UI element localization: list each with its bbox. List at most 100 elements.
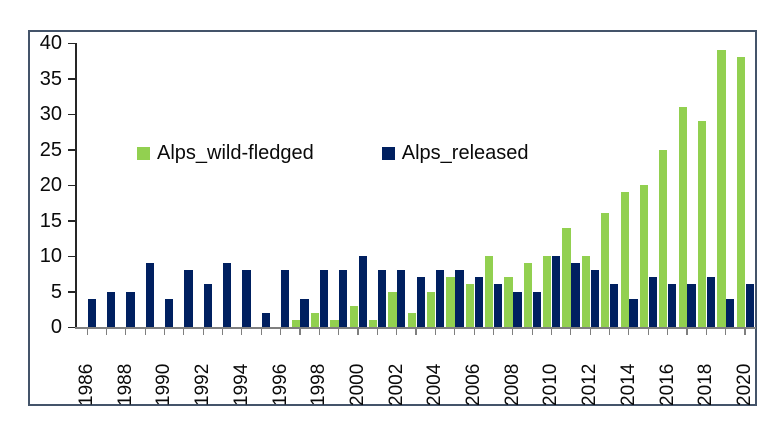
bar-released-2004 — [435, 270, 445, 327]
x-tick-2001 — [376, 329, 378, 335]
bar-wild-fledged-2004 — [427, 291, 436, 327]
x-tick-2017 — [686, 329, 688, 335]
bar-released-1988 — [126, 291, 135, 327]
bar-released-1999 — [339, 270, 348, 327]
bar-wild-fledged-2001 — [368, 319, 378, 327]
y-tick-40 — [68, 42, 75, 44]
x-tick-2000 — [357, 329, 359, 335]
bar-released-2020 — [745, 284, 754, 327]
y-tick-5 — [68, 291, 75, 293]
x-tick-2019 — [725, 329, 727, 335]
x-tick-1990 — [163, 329, 166, 335]
bar-wild-fledged-2006 — [465, 284, 474, 327]
x-tick-2007 — [492, 329, 495, 335]
bar-wild-fledged-2003 — [407, 312, 416, 327]
bar-wild-fledged-1997 — [291, 319, 300, 327]
y-tick-25 — [68, 149, 75, 151]
y-axis-label-40: 40 — [39, 32, 62, 54]
bar-wild-fledged-2013 — [601, 213, 610, 327]
bar-wild-fledged-2009 — [523, 263, 533, 327]
x-tick-2010 — [550, 329, 553, 335]
x-tick-1991 — [183, 329, 185, 335]
y-tick-0 — [68, 326, 75, 328]
y-axis-label-15: 15 — [39, 209, 62, 232]
x-axis — [75, 327, 756, 329]
bar-wild-fledged-2012 — [581, 256, 591, 327]
bar-released-2015 — [648, 277, 658, 327]
x-axis-label-1996: 1996 — [269, 363, 291, 406]
bar-released-1990 — [165, 298, 174, 327]
x-tick-1999 — [338, 329, 340, 335]
bar-released-2013 — [610, 284, 619, 327]
x-axis-label-2010: 2010 — [540, 363, 562, 406]
x-axis-label-1992: 1992 — [192, 363, 214, 406]
released-swatch-icon — [381, 146, 395, 160]
bar-released-1992 — [203, 284, 212, 327]
x-axis-label-1994: 1994 — [230, 363, 252, 406]
y-axis-label-25: 25 — [39, 138, 62, 161]
x-axis-label-2002: 2002 — [385, 363, 407, 406]
bar-released-2017 — [687, 284, 696, 327]
bar-released-2009 — [532, 291, 541, 327]
x-tick-2009 — [531, 329, 533, 335]
y-axis-label-10: 10 — [39, 245, 62, 267]
bar-wild-fledged-2005 — [446, 277, 455, 327]
bar-wild-fledged-2008 — [504, 277, 513, 327]
x-tick-1989 — [144, 329, 146, 335]
bar-wild-fledged-1999 — [330, 319, 339, 327]
y-axis-label-20: 20 — [39, 174, 62, 196]
x-tick-2016 — [667, 329, 669, 335]
bar-released-1989 — [145, 263, 154, 327]
bar-released-2001 — [377, 270, 387, 327]
y-tick-15 — [68, 220, 75, 222]
bar-released-1991 — [184, 270, 193, 327]
legend-item-released: Alps_released — [381, 141, 529, 165]
bar-released-2014 — [629, 298, 638, 327]
bar-wild-fledged-2010 — [543, 256, 552, 327]
bar-released-1998 — [319, 270, 329, 327]
bar-wild-fledged-2014 — [620, 192, 629, 327]
x-axis-label-2008: 2008 — [501, 363, 523, 406]
x-tick-2018 — [705, 329, 707, 335]
chart-frame: Alps_wild-fledged Alps_released 0 5 10 15 20… — [28, 30, 757, 406]
y-tick-35 — [68, 78, 75, 80]
x-axis-label-2018: 2018 — [695, 363, 717, 406]
x-tick-1994 — [241, 329, 243, 335]
x-tick-2012 — [589, 329, 591, 335]
x-axis-label-1988: 1988 — [114, 363, 136, 406]
x-tick-1987 — [105, 329, 108, 335]
y-axis-label-35: 35 — [39, 67, 62, 90]
bar-wild-fledged-2018 — [697, 121, 707, 327]
bar-wild-fledged-2000 — [349, 305, 358, 327]
bar-released-1987 — [106, 291, 116, 327]
y-axis — [75, 43, 77, 328]
bar-wild-fledged-1998 — [310, 312, 320, 327]
bar-wild-fledged-2007 — [485, 256, 494, 327]
bar-released-2007 — [493, 284, 503, 327]
bar-wild-fledged-2002 — [388, 291, 397, 327]
x-tick-2014 — [628, 329, 630, 335]
x-tick-2020 — [744, 329, 746, 335]
bar-released-1986 — [87, 298, 96, 327]
bar-released-2018 — [706, 277, 716, 327]
x-axis-label-2014: 2014 — [617, 363, 639, 406]
bar-wild-fledged-2016 — [659, 149, 668, 327]
bar-wild-fledged-2011 — [562, 227, 571, 327]
wild-fledged-swatch-icon — [137, 146, 150, 160]
bar-released-1996 — [281, 270, 290, 327]
x-axis-label-1990: 1990 — [153, 363, 175, 406]
y-tick-10 — [68, 255, 75, 257]
x-tick-1995 — [260, 329, 262, 335]
x-tick-1997 — [299, 329, 301, 335]
x-tick-2002 — [396, 329, 398, 335]
legend-label-released: Alps_released — [401, 141, 529, 164]
bar-released-2000 — [358, 256, 367, 327]
x-axis-label-2000: 2000 — [346, 363, 368, 406]
bar-released-2003 — [416, 277, 425, 327]
x-tick-2015 — [647, 329, 649, 335]
legend-label-wild-fledged: Alps_wild-fledged — [157, 141, 314, 164]
bar-released-2012 — [590, 270, 599, 327]
x-tick-1988 — [125, 329, 127, 335]
legend-item-wild-fledged: Alps_wild-fledged — [137, 142, 314, 165]
